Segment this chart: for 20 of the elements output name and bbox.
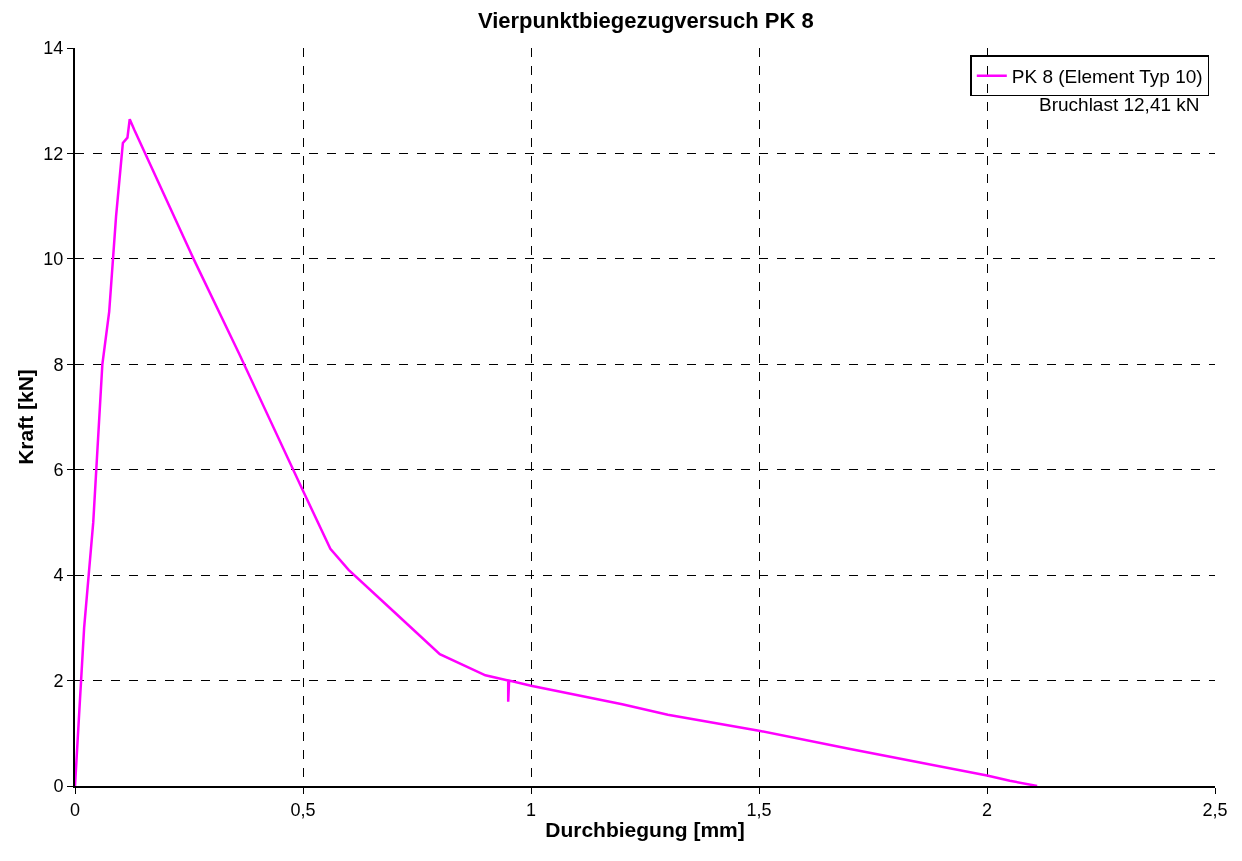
annotation: Bruchlast 12,41 kN xyxy=(1039,94,1200,115)
y-tick-label: 0 xyxy=(53,776,64,797)
y-tick-label: 8 xyxy=(53,354,64,375)
y-tick-label: 10 xyxy=(43,249,64,270)
line-series xyxy=(75,117,1039,786)
x-axis-title: Durchbiegung [mm] xyxy=(545,818,745,842)
y-tick-label: 4 xyxy=(53,565,64,586)
y-tick-label: 2 xyxy=(53,670,64,691)
x-tick-label: 1 xyxy=(525,799,537,820)
x-tick-label: 0 xyxy=(69,799,81,820)
y-tick-label: 12 xyxy=(43,143,64,164)
x-tick-label: 2,5 xyxy=(1202,799,1228,820)
x-tick-label: 1,5 xyxy=(746,799,772,820)
x-tick-label: 2 xyxy=(981,799,993,820)
chart-title: Vierpunktbiegezugversuch PK 8 xyxy=(477,8,814,34)
y-tick-label: 6 xyxy=(53,460,64,481)
y-axis-title: Kraft [kN] xyxy=(14,369,38,465)
y-tick-label: 14 xyxy=(43,38,64,59)
x-tick-label: 0,5 xyxy=(290,799,316,820)
legend-label: PK 8 (Element Typ 10) xyxy=(1011,66,1203,88)
